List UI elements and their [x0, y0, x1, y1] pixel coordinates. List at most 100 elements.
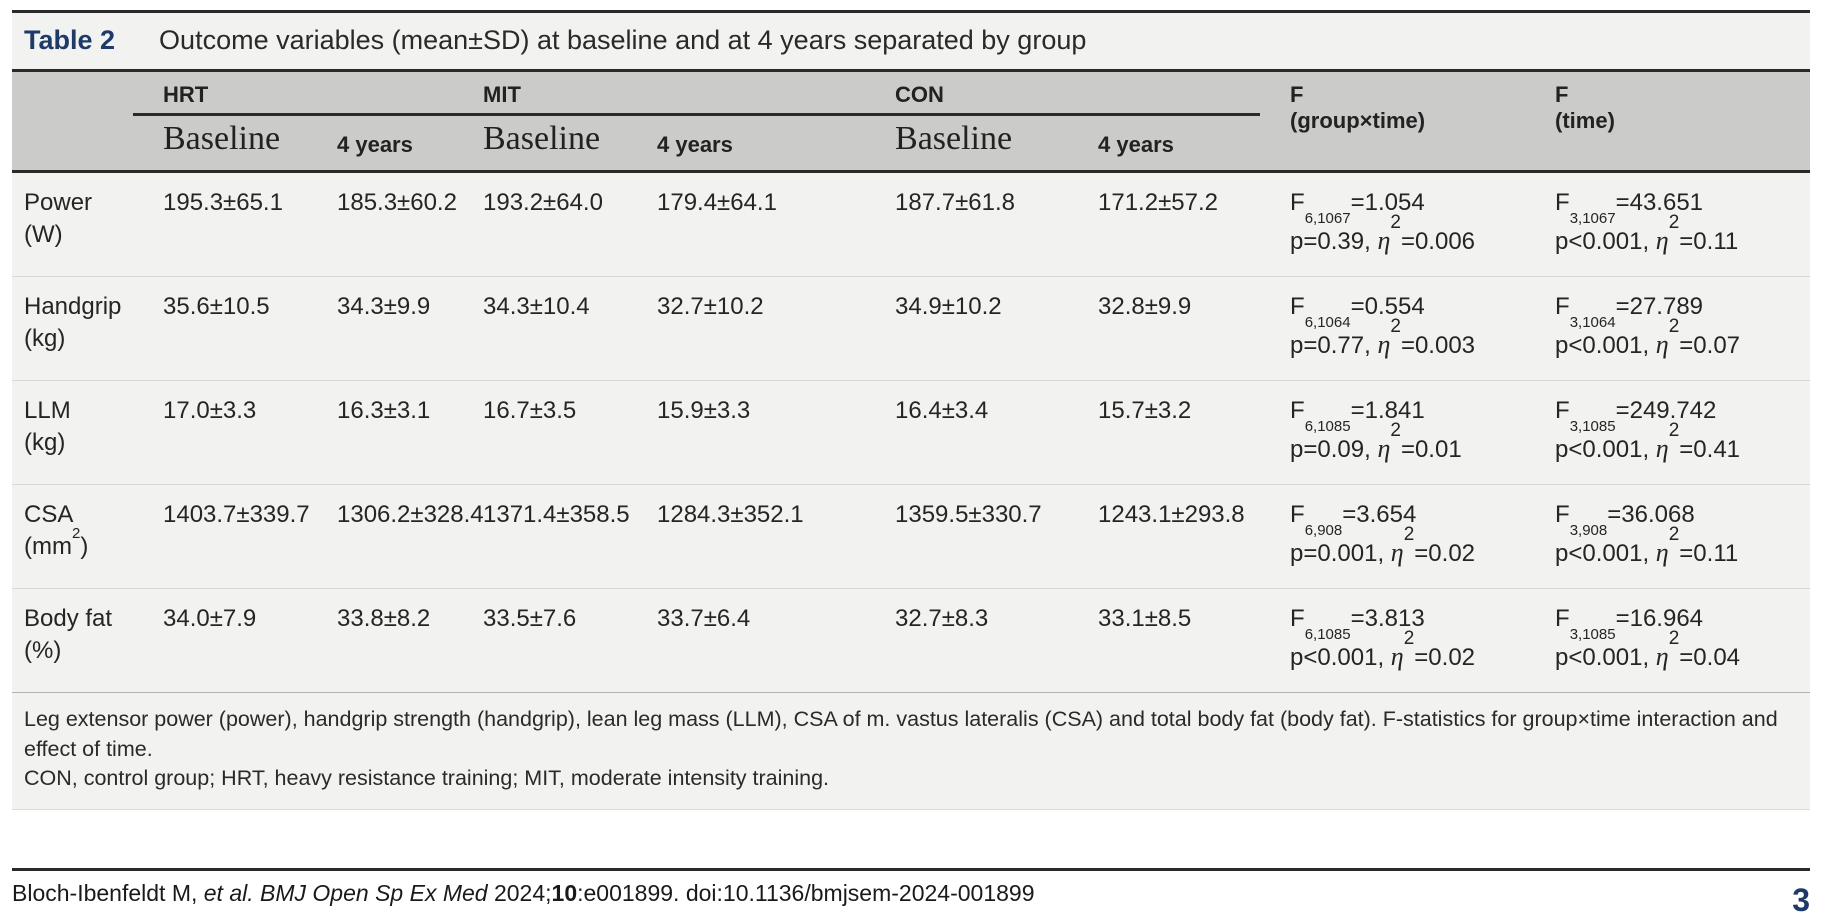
value-cell: 33.1±8.5 — [1098, 587, 1291, 692]
footnote-abbreviations: CON, control group; HRT, heavy resistanc… — [24, 766, 830, 791]
citation-journal: BMJ Open Sp Ex Med — [260, 879, 494, 906]
row-label-bodyfat: Body fat (%) — [12, 587, 163, 692]
value-cell: 1306.2±328.4 — [337, 483, 484, 589]
eta-symbol: η — [1655, 225, 1669, 255]
eta-symbol: η — [1390, 641, 1404, 671]
row-unit: (kg) — [24, 324, 66, 352]
row-label-text: Body fat — [24, 604, 113, 632]
value-cell: 1371.4±358.5 — [483, 483, 657, 589]
table-row-power: Power (W) 195.3±65.1 185.3±60.2 193.2±64… — [12, 172, 1810, 277]
value-cell: 35.6±10.5 — [163, 275, 337, 381]
value-cell: 34.0±7.9 — [163, 587, 337, 692]
f-groupxtime-cell: F6,1085=3.813 p<0.001, η2=0.02 — [1290, 587, 1556, 692]
f-time-cell: F3,908=36.068 p<0.001, η2=0.11 — [1555, 483, 1811, 589]
citation-year: 2024; — [493, 879, 552, 906]
value-cell: 179.4±64.1 — [657, 189, 777, 216]
value-cell: 16.4±3.4 — [895, 379, 1099, 485]
value-cell: 32.8±9.9 — [1098, 275, 1291, 381]
col-header-baseline-con: Baseline — [895, 116, 1099, 173]
row-label-text: LLM — [24, 396, 71, 424]
table-caption: Table 2 Outcome variables (mean±SD) at b… — [12, 10, 1810, 72]
eta-symbol: η — [1377, 433, 1391, 463]
table-2-document: Table 2 Outcome variables (mean±SD) at b… — [12, 10, 1811, 918]
table-row-llm: LLM (kg) 17.0±3.3 16.3±3.1 16.7±3.5 15.9… — [12, 379, 1811, 485]
value-cell: 15.9±3.3 — [657, 379, 896, 485]
f-time-cell: F3,1085=249.742 p<0.001, η2=0.41 — [1555, 379, 1811, 485]
citation-text: Bloch-Ibenfeldt M, et al. BMJ Open Sp Ex… — [12, 880, 1035, 907]
column-group-header-mit: MIT — [452, 72, 896, 116]
row-label-llm: LLM (kg) — [12, 379, 163, 485]
value-cell: 32.7±10.2 — [657, 275, 896, 381]
citation-author: Bloch-Ibenfeldt M, — [12, 879, 204, 906]
col-header-f-groupxtime: F (group×time) — [1290, 72, 1556, 173]
col-header-4years-mit: 4 years — [657, 116, 896, 173]
corner-cell — [12, 72, 163, 173]
footnote-definitions: Leg extensor power (power), handgrip str… — [24, 706, 1778, 761]
citation-volume: 10 — [551, 879, 578, 906]
col-header-f-time: F (time) — [1555, 72, 1811, 173]
eta-symbol: η — [1655, 641, 1669, 671]
eta-symbol: η — [1655, 433, 1669, 463]
value-cell: 1243.1±293.8 — [1098, 483, 1291, 589]
group-header-row: HRT MIT CON F (group×time) F (time) — [12, 72, 1811, 173]
f-time-cell: F3,1064=27.789 p<0.001, η2=0.07 — [1555, 275, 1811, 381]
row-label-text: CSA — [24, 500, 74, 528]
value-cell: 1284.3±352.1 — [657, 483, 896, 589]
value-cell: 34.3±9.9 — [337, 275, 483, 381]
eta-symbol: η — [1655, 329, 1669, 359]
value-cell: 1359.5±330.7 — [895, 483, 1099, 589]
value-cell: 185.3±60.2 — [337, 189, 457, 216]
citation-doi: :e001899. doi:10.1136/bmjsem-2024-001899 — [577, 879, 1035, 906]
row-label-power: Power (W) — [12, 172, 163, 277]
f-time-cell: F3,1067=43.651 p<0.001, η2=0.11 — [1555, 189, 1739, 255]
row-unit: (mm2) — [24, 524, 89, 560]
value-cell: 33.7±6.4 — [657, 587, 896, 692]
citation-bar: Bloch-Ibenfeldt M, et al. BMJ Open Sp Ex… — [12, 867, 1810, 918]
value-cell: 33.5±7.6 — [483, 587, 657, 692]
f-time-line1: F — [1555, 82, 1569, 107]
outcome-table: HRT MIT CON F (group×time) F (time) Base… — [12, 72, 1811, 692]
table-row-handgrip: Handgrip (kg) 35.6±10.5 34.3±9.9 34.3±10… — [12, 275, 1811, 381]
row-unit: (kg) — [24, 428, 66, 456]
value-cell: 34.3±10.4 — [483, 275, 657, 381]
f-groupxtime-cell: F6,908=3.654 p=0.001, η2=0.02 — [1290, 483, 1556, 589]
page-number: 3 — [1792, 881, 1810, 918]
eta-symbol: η — [1390, 537, 1404, 567]
value-cell: 187.7±61.8 — [895, 189, 1015, 216]
table-row-bodyfat: Body fat (%) 34.0±7.9 33.8±8.2 33.5±7.6 … — [12, 587, 1811, 692]
f-groupxtime-cell: F6,1085=1.841 p=0.09, η2=0.01 — [1290, 379, 1556, 485]
row-label-csa: CSA (mm2) — [12, 483, 163, 589]
value-cell: 32.7±8.3 — [895, 587, 1099, 692]
column-group-header-hrt: HRT — [133, 72, 483, 116]
f-groupxtime-cell: F6,1064=0.554 p=0.77, η2=0.003 — [1290, 275, 1556, 381]
f-groupxtime-line1: F — [1290, 82, 1304, 107]
value-cell: 17.0±3.3 — [163, 379, 337, 485]
eta-symbol: η — [1377, 329, 1391, 359]
f-groupxtime-cell: F6,1067=1.054 p=0.39, η2=0.006 — [1290, 189, 1476, 255]
value-cell: 193.2±64.0 — [483, 189, 603, 216]
subheader-row: Baseline 4 years Baseline 4 years Baseli… — [12, 116, 1810, 173]
value-cell: 33.8±8.2 — [337, 587, 483, 692]
f-time-cell: F3,1085=16.964 p<0.001, η2=0.04 — [1555, 587, 1811, 692]
col-header-baseline-hrt: Baseline — [163, 116, 337, 173]
f-time-line2: (time) — [1555, 108, 1615, 134]
value-cell: 1403.7±339.7 — [163, 483, 337, 589]
value-cell: 34.9±10.2 — [895, 275, 1099, 381]
citation-etal: et al. — [203, 879, 261, 906]
row-unit: (W) — [24, 220, 63, 248]
value-cell: 16.3±3.1 — [337, 379, 483, 485]
col-header-4years-con: 4 years — [1098, 116, 1291, 173]
value-cell: 15.7±3.2 — [1098, 379, 1291, 485]
row-unit: (%) — [24, 636, 62, 664]
value-cell: 195.3±65.1 — [163, 189, 283, 216]
table-row-csa: CSA (mm2) 1403.7±339.7 1306.2±328.4 1371… — [12, 483, 1811, 589]
col-header-4years-hrt: 4 years — [337, 116, 483, 173]
value-cell: 16.7±3.5 — [483, 379, 657, 485]
col-header-baseline-mit: Baseline — [483, 116, 657, 173]
eta-symbol: η — [1655, 537, 1669, 567]
eta-symbol: η — [1377, 225, 1391, 255]
f-groupxtime-line2: (group×time) — [1290, 108, 1426, 134]
row-label-text: Handgrip — [24, 292, 122, 320]
table-footnotes: Leg extensor power (power), handgrip str… — [12, 691, 1810, 810]
caption-label: Table 2 — [24, 25, 116, 55]
